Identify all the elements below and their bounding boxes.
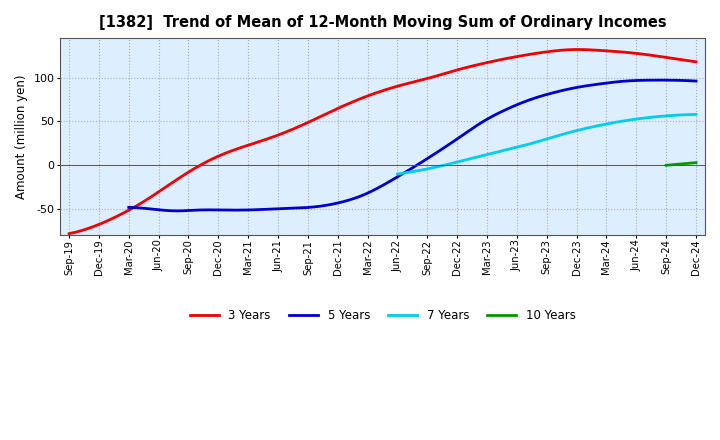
Title: [1382]  Trend of Mean of 12-Month Moving Sum of Ordinary Incomes: [1382] Trend of Mean of 12-Month Moving … <box>99 15 667 30</box>
Y-axis label: Amount (million yen): Amount (million yen) <box>15 74 28 199</box>
Legend: 3 Years, 5 Years, 7 Years, 10 Years: 3 Years, 5 Years, 7 Years, 10 Years <box>185 304 580 327</box>
